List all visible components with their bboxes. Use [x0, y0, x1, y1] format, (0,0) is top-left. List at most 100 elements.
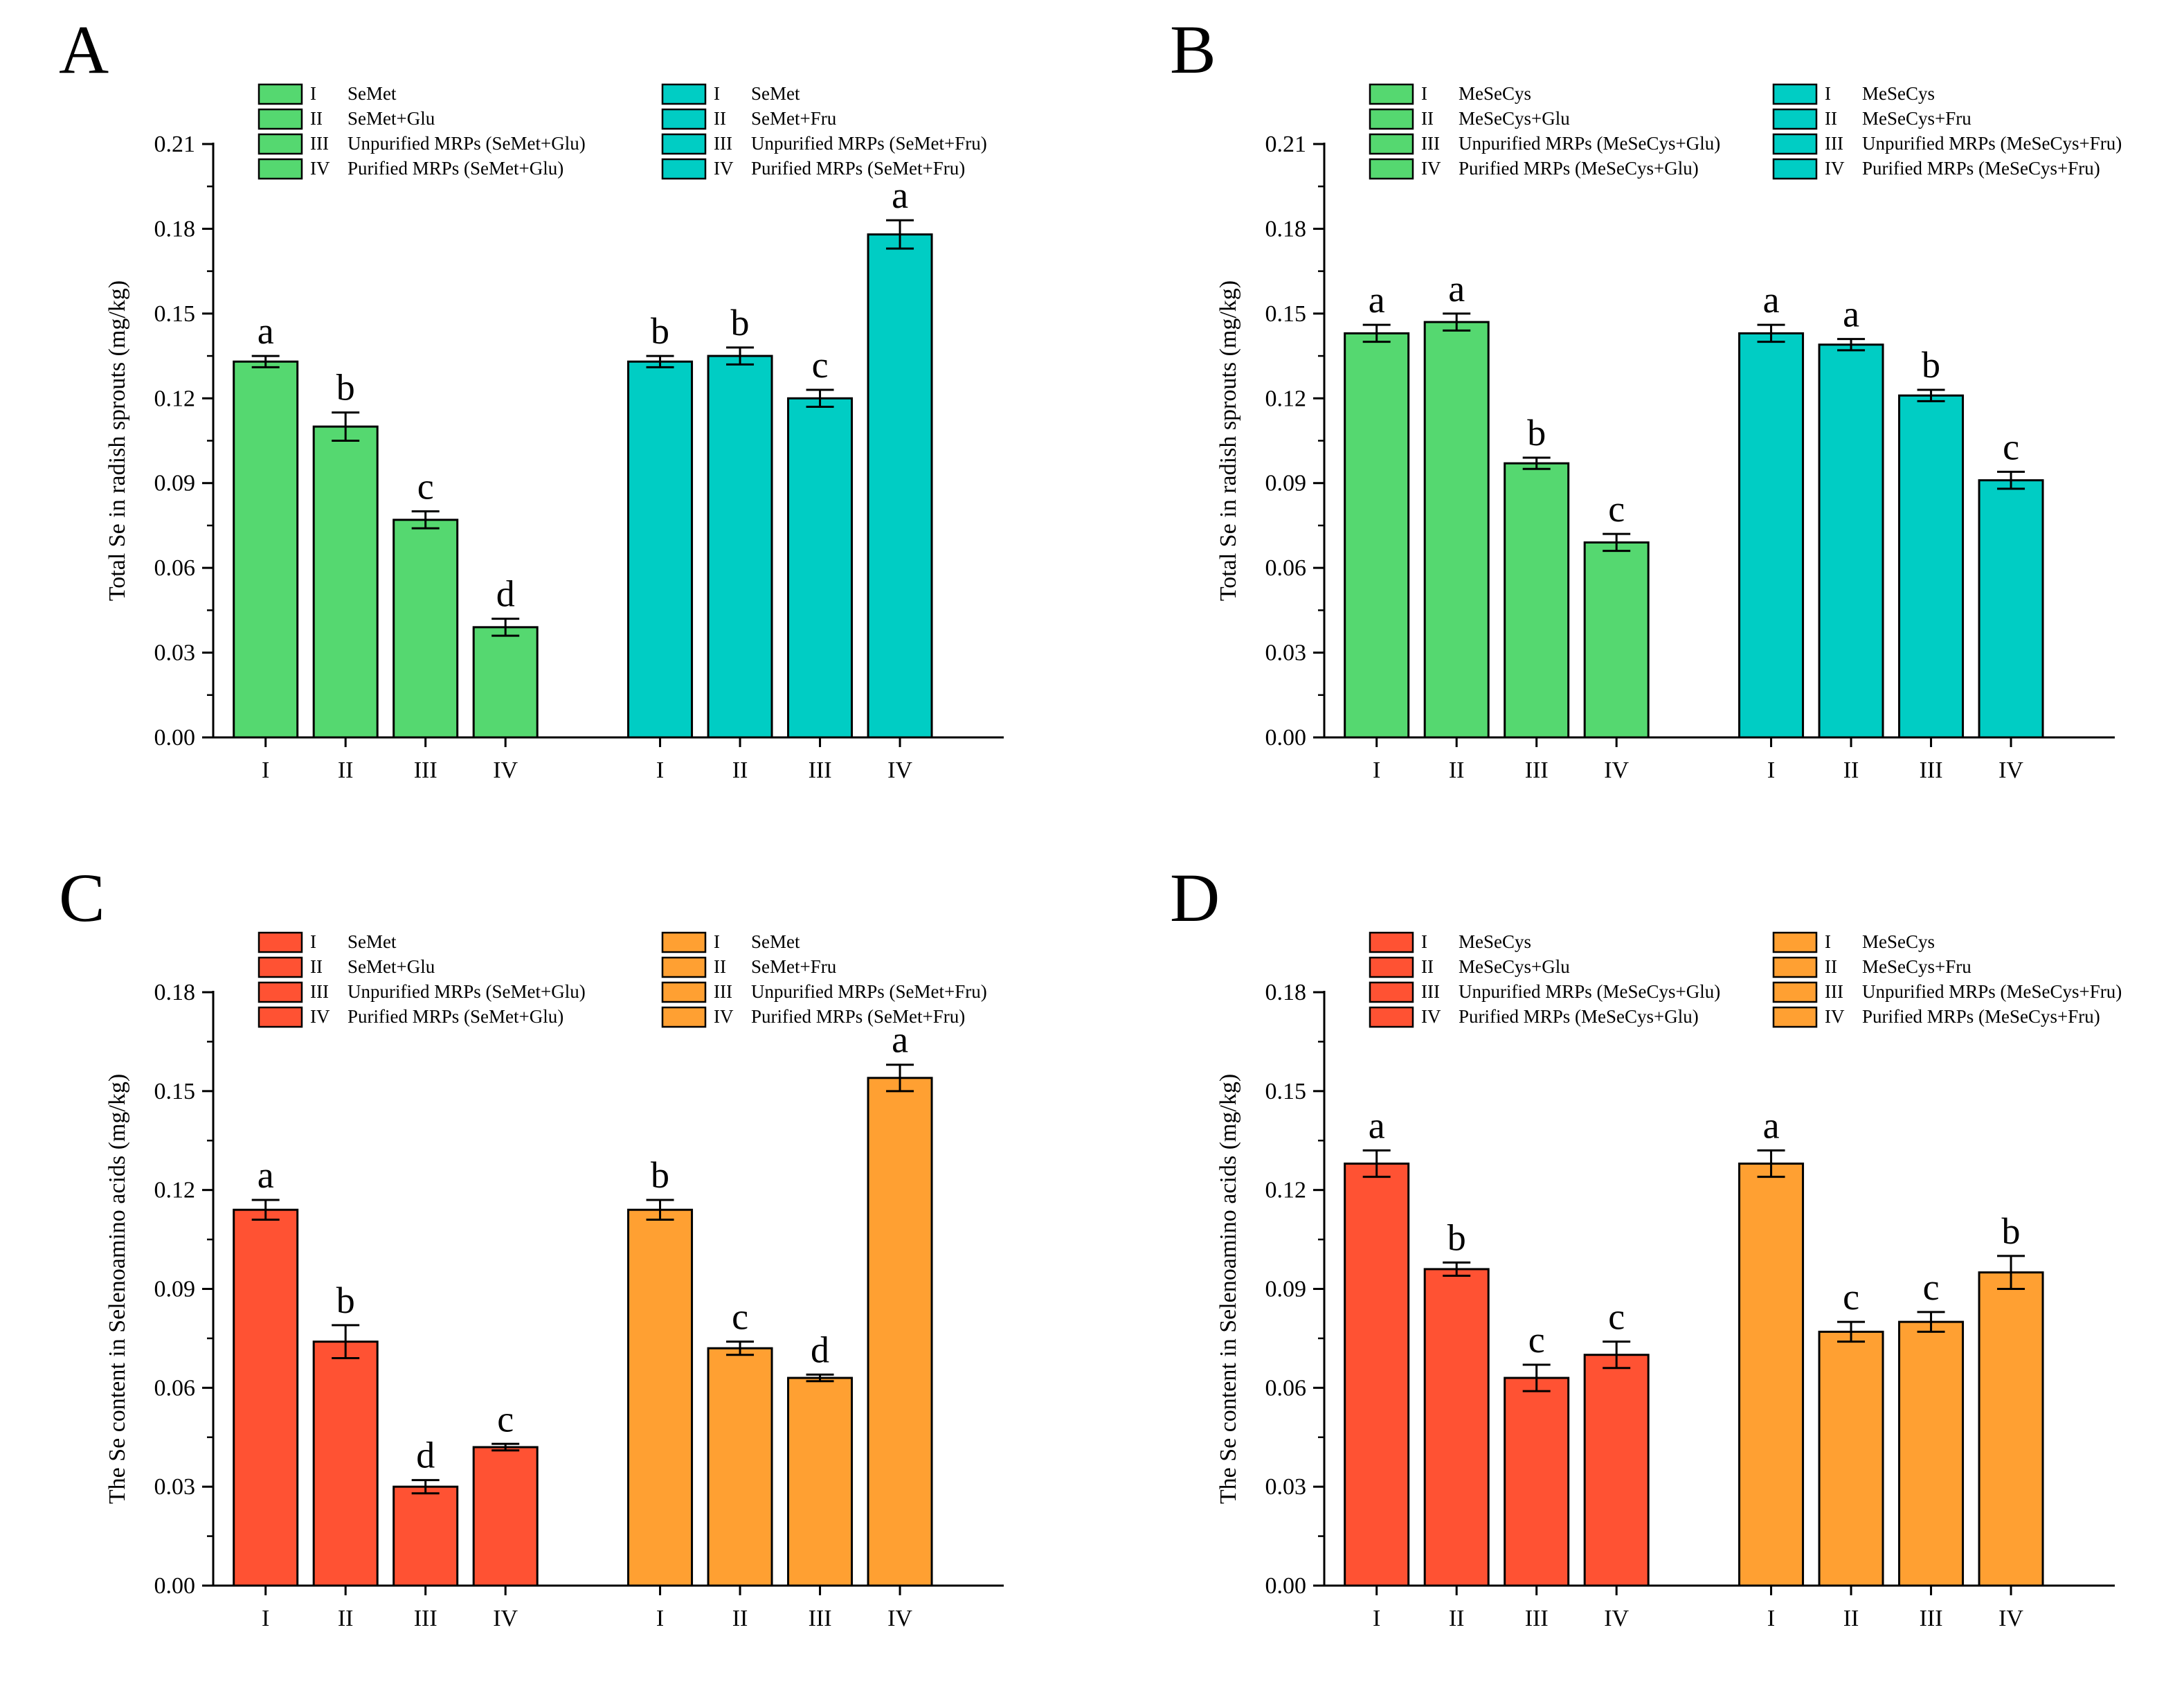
panel-letter: A — [59, 11, 109, 88]
bar-group-1: a Ib II c III c IV — [1344, 1105, 1650, 1631]
legend-numeral: III — [1825, 133, 1843, 154]
y-axis-title: The Se content in Selenoamino acids (mg/… — [1216, 1074, 1241, 1504]
legend-swatch — [661, 981, 707, 1003]
y-tick-label: 0.06 — [1265, 1375, 1307, 1401]
significance-letter: c — [1608, 488, 1625, 530]
legend-swatch — [1369, 158, 1414, 180]
legend-swatch — [661, 1006, 707, 1028]
legend-numeral: III — [310, 981, 329, 1002]
y-tick-label: 0.03 — [1265, 640, 1307, 666]
x-tick-label: III — [1525, 757, 1549, 783]
bar — [1818, 343, 1884, 739]
legend-numeral: II — [714, 956, 726, 977]
legend-swatch — [1772, 158, 1818, 180]
y-tick-label: 0.15 — [1265, 301, 1307, 327]
bar — [472, 1446, 539, 1587]
y-axis-title: Total Se in radish sprouts (mg/kg) — [1216, 280, 1241, 601]
bar-group-1: a Ib II d III c IV — [233, 1154, 539, 1631]
y-tick-label: 0.21 — [154, 132, 196, 157]
x-tick-label: III — [1920, 1606, 1943, 1631]
x-tick-label: II — [1449, 1606, 1465, 1631]
legend-label: Unpurified MRPs (SeMet+Glu) — [348, 133, 586, 154]
legend-numeral: III — [714, 981, 732, 1002]
significance-letter: c — [1528, 1319, 1545, 1361]
significance-letter: a — [1369, 279, 1385, 321]
bar-group-2: b Ic II d III a IV — [627, 1019, 933, 1631]
legend-swatch — [661, 133, 707, 155]
legend-numeral: III — [1825, 981, 1843, 1002]
significance-letter: c — [2003, 426, 2019, 467]
legend-label: Unpurified MRPs (MeSeCys+Fru) — [1862, 133, 2122, 154]
bar — [1344, 1163, 1410, 1587]
x-tick-label: IV — [1998, 757, 2023, 783]
x-tick-label: III — [809, 1606, 832, 1631]
x-tick-label: II — [732, 1606, 748, 1631]
legend-swatch — [258, 981, 303, 1003]
x-tick-label: II — [1843, 757, 1859, 783]
x-tick-label: IV — [887, 757, 912, 783]
x-tick-label: I — [1373, 757, 1380, 783]
legend-swatch — [1369, 1006, 1414, 1028]
significance-letter: b — [2002, 1210, 2021, 1252]
significance-letter: a — [1448, 268, 1465, 310]
y-tick-label: 0.21 — [1265, 132, 1307, 157]
legend-label: Purified MRPs (SeMet+Glu) — [348, 158, 563, 179]
legend-label: MeSeCys+Glu — [1459, 108, 1570, 129]
legend-swatch — [661, 158, 707, 180]
legend-swatch — [258, 931, 303, 953]
x-tick-label: II — [1449, 757, 1465, 783]
y-tick-label: 0.12 — [154, 386, 196, 411]
x-tick-label: I — [1767, 1606, 1775, 1631]
y-tick-label: 0.09 — [1265, 471, 1307, 496]
y-tick-label: 0.09 — [1265, 1277, 1307, 1302]
bar — [1738, 1163, 1805, 1587]
significance-letter: a — [892, 174, 908, 216]
legend-swatch — [1369, 981, 1414, 1003]
bar — [1504, 462, 1570, 739]
significance-letter: c — [732, 1296, 748, 1338]
bar — [472, 626, 539, 739]
bar — [787, 397, 854, 739]
legend-numeral: II — [310, 956, 323, 977]
legend-label: SeMet — [751, 83, 800, 104]
y-axis-title: The Se content in Selenoamino acids (mg/… — [105, 1074, 130, 1504]
bar — [1898, 1320, 1965, 1587]
panel-letter: B — [1170, 11, 1216, 88]
panel-letter: D — [1170, 859, 1220, 936]
legend-swatch — [661, 83, 707, 105]
legend-swatch — [1772, 981, 1818, 1003]
y-tick-label: 0.15 — [154, 301, 196, 327]
y-axis-title: Total Se in radish sprouts (mg/kg) — [105, 280, 130, 601]
bar — [1978, 479, 2044, 739]
bar — [1978, 1271, 2044, 1587]
x-tick-label: II — [338, 1606, 354, 1631]
legend-numeral: III — [1421, 981, 1440, 1002]
panel-a: A 0.00 0.03 0.06 0.09 0.12 0.15 0.18 0.21 Total S… — [59, 11, 1004, 783]
y-tick-label: 0.03 — [154, 640, 196, 666]
legend-numeral: I — [1421, 931, 1427, 952]
bar — [312, 1340, 379, 1587]
x-tick-label: IV — [1998, 1606, 2023, 1631]
bar — [1738, 332, 1805, 739]
legend-label: MeSeCys+Fru — [1862, 956, 1971, 977]
significance-letter: d — [416, 1435, 435, 1476]
x-tick-label: I — [1767, 757, 1775, 783]
legend-label: MeSeCys — [1862, 931, 1935, 952]
legend-numeral: I — [1825, 83, 1831, 104]
bar — [627, 1208, 694, 1587]
legend-swatch — [258, 133, 303, 155]
legend-swatch — [1772, 1006, 1818, 1028]
x-tick-label: III — [1920, 757, 1943, 783]
legend-numeral: II — [1421, 956, 1434, 977]
legend-numeral: I — [1825, 931, 1831, 952]
significance-letter: a — [892, 1019, 908, 1061]
bar-group-1: a Ia II b III c IV — [1344, 268, 1650, 783]
x-tick-label: II — [732, 757, 748, 783]
legend-2: I MeSeCys II MeSeCys+Fru III Unpurified MRPs … — [1772, 83, 2122, 180]
bar — [392, 519, 459, 739]
bar — [1423, 321, 1490, 739]
legend-numeral: IV — [1825, 1006, 1845, 1027]
bar — [1423, 1268, 1490, 1587]
legend-label: Purified MRPs (SeMet+Fru) — [751, 158, 965, 179]
